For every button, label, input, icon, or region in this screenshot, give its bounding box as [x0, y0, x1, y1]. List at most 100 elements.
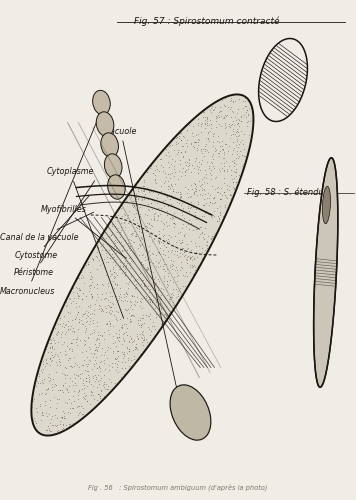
Point — [121, 258, 126, 266]
Point — [103, 320, 109, 328]
Point — [140, 341, 146, 349]
Point — [158, 250, 163, 258]
Point — [83, 318, 89, 326]
Point — [152, 324, 157, 332]
Point — [218, 112, 224, 120]
Point — [189, 160, 195, 168]
Point — [182, 171, 188, 179]
Point — [163, 243, 169, 251]
Point — [84, 310, 90, 318]
Point — [99, 330, 105, 338]
Point — [146, 164, 152, 172]
Point — [90, 404, 96, 412]
Point — [233, 128, 239, 136]
Point — [120, 322, 125, 330]
Point — [185, 220, 190, 228]
Point — [210, 106, 216, 114]
Point — [163, 151, 169, 159]
Point — [147, 272, 152, 280]
Point — [179, 136, 184, 144]
Point — [161, 225, 166, 233]
Point — [142, 282, 148, 290]
Point — [188, 246, 194, 254]
Point — [41, 376, 47, 384]
Point — [90, 254, 96, 262]
Point — [117, 238, 122, 246]
Point — [49, 344, 55, 351]
Point — [160, 168, 166, 175]
Point — [30, 416, 36, 424]
Point — [200, 108, 205, 116]
Point — [224, 167, 230, 175]
Point — [101, 234, 106, 242]
Point — [183, 161, 188, 169]
Point — [134, 345, 140, 353]
Point — [113, 269, 119, 277]
Point — [155, 211, 161, 219]
Point — [75, 371, 81, 379]
Point — [69, 346, 75, 354]
Point — [126, 336, 132, 344]
Point — [241, 152, 247, 160]
Point — [44, 426, 50, 434]
Point — [233, 132, 239, 140]
Point — [134, 201, 140, 209]
Point — [195, 170, 201, 177]
Point — [150, 250, 156, 258]
Point — [209, 213, 215, 221]
Point — [135, 244, 140, 252]
Point — [204, 194, 210, 202]
Point — [147, 296, 152, 304]
Point — [124, 214, 130, 222]
Point — [202, 116, 208, 124]
Point — [86, 343, 91, 351]
Point — [153, 290, 159, 298]
Point — [139, 320, 145, 328]
Point — [82, 310, 88, 318]
Point — [85, 372, 90, 380]
Point — [139, 330, 145, 338]
Point — [48, 357, 54, 365]
Point — [48, 414, 54, 422]
Point — [221, 154, 227, 162]
Point — [121, 338, 127, 345]
Point — [153, 176, 158, 184]
Point — [178, 172, 184, 179]
Point — [205, 134, 210, 142]
Point — [194, 214, 200, 222]
Point — [119, 246, 125, 254]
Point — [199, 191, 205, 199]
Point — [98, 374, 104, 382]
Point — [83, 292, 88, 300]
Point — [137, 314, 143, 322]
Point — [131, 238, 136, 246]
Point — [156, 190, 161, 198]
Point — [132, 284, 137, 292]
Point — [243, 102, 249, 110]
Point — [182, 158, 188, 166]
Point — [93, 296, 99, 304]
Point — [160, 196, 166, 204]
Point — [230, 118, 236, 126]
Point — [115, 348, 121, 356]
Point — [129, 291, 135, 299]
Point — [165, 148, 171, 156]
Point — [187, 268, 193, 276]
Point — [221, 188, 227, 196]
Point — [83, 326, 89, 334]
Point — [88, 349, 94, 357]
Point — [104, 240, 110, 248]
Point — [193, 138, 198, 146]
Point — [237, 174, 243, 182]
Point — [194, 266, 199, 274]
Point — [109, 307, 114, 315]
Point — [125, 210, 131, 218]
Point — [39, 368, 44, 376]
Point — [208, 158, 214, 166]
Point — [175, 229, 180, 237]
Point — [79, 316, 84, 324]
Point — [215, 212, 221, 220]
Point — [105, 343, 111, 351]
Point — [195, 138, 201, 145]
Point — [235, 119, 241, 127]
